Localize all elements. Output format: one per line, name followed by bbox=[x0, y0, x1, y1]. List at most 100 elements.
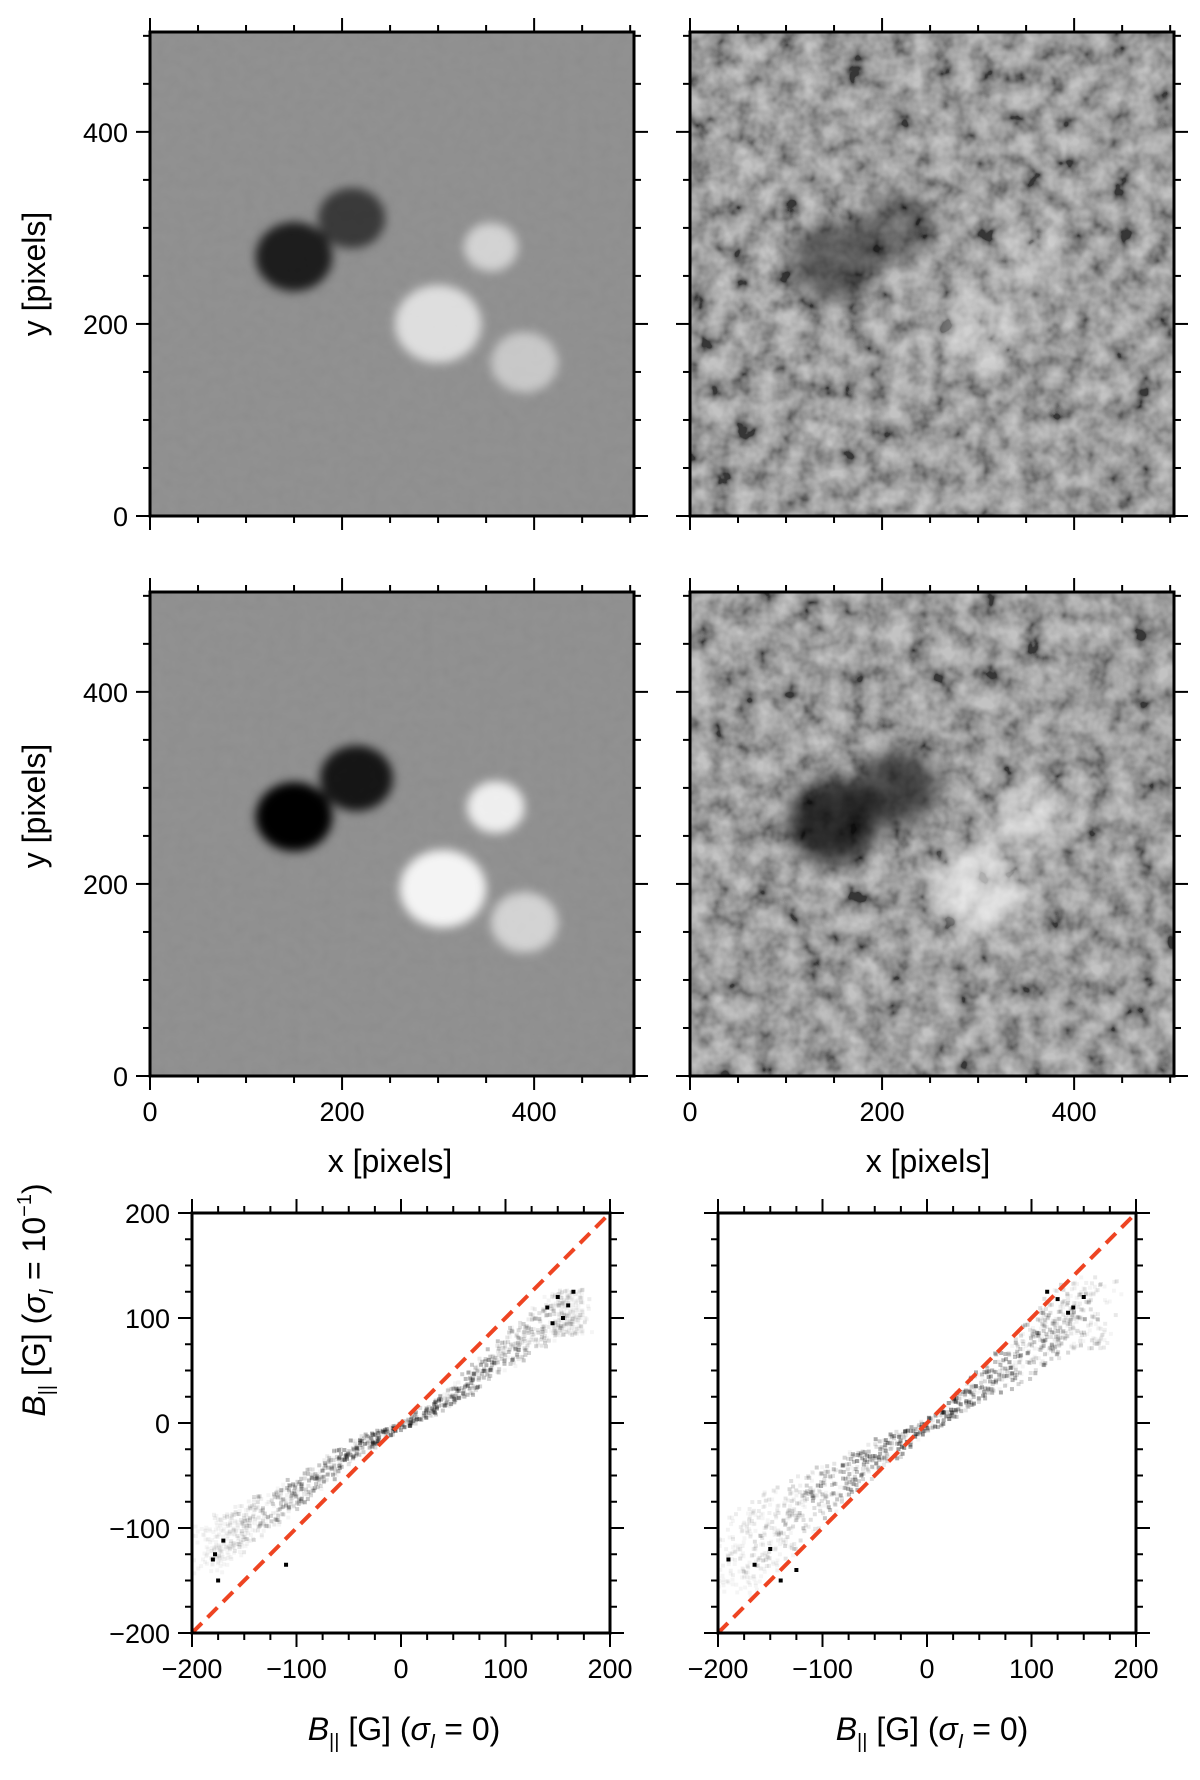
histogram-bin bbox=[216, 1553, 221, 1558]
histogram-bin bbox=[1032, 1329, 1037, 1334]
histogram-bin bbox=[840, 1476, 845, 1481]
histogram-bin bbox=[370, 1444, 375, 1449]
histogram-bin bbox=[1047, 1303, 1052, 1308]
histogram-bin bbox=[209, 1549, 214, 1554]
histogram-bin bbox=[575, 1331, 580, 1336]
histogram-bin bbox=[561, 1332, 566, 1337]
histogram-bin bbox=[888, 1432, 893, 1437]
histogram-bin bbox=[233, 1520, 238, 1525]
histogram-bin bbox=[1059, 1330, 1064, 1335]
histogram-bin bbox=[377, 1437, 382, 1442]
histogram-bin bbox=[245, 1541, 250, 1546]
histogram-bin bbox=[233, 1504, 238, 1509]
histogram-bin bbox=[552, 1326, 557, 1331]
histogram-bin bbox=[565, 1313, 570, 1318]
histogram-bin bbox=[325, 1454, 330, 1459]
histogram-bin bbox=[492, 1361, 497, 1366]
histogram-bin bbox=[1057, 1335, 1062, 1340]
histogram-bin bbox=[1013, 1367, 1018, 1372]
histogram-bin bbox=[1021, 1347, 1026, 1352]
histogram-bin bbox=[809, 1478, 814, 1483]
histogram-bin bbox=[219, 1521, 224, 1526]
histogram-bin bbox=[1021, 1324, 1026, 1329]
histogram-bin bbox=[853, 1467, 858, 1472]
y-tick-label: 400 bbox=[83, 678, 128, 708]
histogram-bin bbox=[301, 1489, 306, 1494]
histogram-bin bbox=[424, 1415, 429, 1420]
histogram-bin bbox=[1040, 1345, 1045, 1350]
identity-reference-line bbox=[718, 1213, 1136, 1633]
histogram-bin bbox=[791, 1484, 796, 1489]
histogram-bin bbox=[1074, 1331, 1079, 1336]
histogram-bin bbox=[246, 1521, 251, 1526]
histogram-bin bbox=[767, 1549, 772, 1554]
histogram-bin bbox=[744, 1524, 749, 1529]
histogram-bin bbox=[436, 1398, 441, 1403]
histogram-bin bbox=[807, 1475, 812, 1480]
histogram-bin bbox=[274, 1510, 279, 1515]
histogram-bin bbox=[992, 1369, 997, 1374]
histogram-bin bbox=[725, 1579, 730, 1584]
histogram-bin bbox=[262, 1514, 267, 1519]
histogram-bin bbox=[817, 1488, 822, 1493]
histogram-bin bbox=[785, 1516, 790, 1521]
histogram-bin bbox=[221, 1562, 226, 1567]
y-axis-label: B|| [G] (σI = 10−1) bbox=[14, 1183, 58, 1416]
histogram-bin bbox=[558, 1323, 563, 1328]
histogram-bin bbox=[1030, 1325, 1035, 1330]
histogram-bin bbox=[203, 1560, 208, 1565]
histogram-bin bbox=[419, 1416, 424, 1421]
histogram-bin bbox=[517, 1345, 522, 1350]
histogram-bin bbox=[1050, 1346, 1055, 1351]
histogram-bin bbox=[275, 1492, 280, 1497]
histogram-bin bbox=[1071, 1316, 1076, 1321]
histogram-bin bbox=[357, 1452, 362, 1457]
histogram-bin bbox=[462, 1394, 467, 1399]
histogram-bin bbox=[332, 1471, 337, 1476]
histogram-bin bbox=[571, 1330, 576, 1335]
histogram-bin bbox=[574, 1302, 579, 1307]
histogram-bin bbox=[551, 1308, 556, 1313]
histogram-bin bbox=[1088, 1291, 1093, 1296]
histogram-bin bbox=[291, 1503, 296, 1508]
histogram-bin bbox=[894, 1429, 899, 1434]
histogram-bin bbox=[569, 1297, 574, 1302]
histogram-bin bbox=[752, 1521, 757, 1526]
histogram-bin bbox=[235, 1519, 240, 1524]
histogram-bin bbox=[759, 1512, 764, 1517]
histogram-bin bbox=[1070, 1314, 1075, 1319]
histogram-bin bbox=[897, 1434, 902, 1439]
histogram-bin bbox=[789, 1490, 794, 1495]
histogram-bin bbox=[748, 1534, 753, 1539]
histogram-bin bbox=[573, 1331, 578, 1336]
histogram-bin bbox=[455, 1388, 460, 1393]
histogram-bin bbox=[237, 1545, 242, 1550]
histogram-bin bbox=[229, 1520, 234, 1525]
dense-bin bbox=[566, 1303, 571, 1308]
histogram-bin bbox=[1019, 1372, 1024, 1377]
histogram-bin bbox=[1019, 1379, 1024, 1384]
histogram-bin bbox=[452, 1385, 457, 1390]
histogram-bin bbox=[552, 1295, 557, 1300]
histogram-bin bbox=[979, 1380, 984, 1385]
histogram-bin bbox=[524, 1347, 529, 1352]
histogram-bin bbox=[202, 1533, 207, 1538]
histogram-bin bbox=[861, 1459, 866, 1464]
histogram-bin bbox=[967, 1388, 972, 1393]
histogram-bin bbox=[556, 1324, 561, 1329]
histogram-bin bbox=[945, 1410, 950, 1415]
histogram-bin bbox=[798, 1538, 803, 1543]
histogram-bin bbox=[521, 1358, 526, 1363]
histogram-bin bbox=[567, 1310, 572, 1315]
histogram-bin bbox=[214, 1534, 219, 1539]
histogram-bin bbox=[553, 1301, 558, 1306]
histogram-bin bbox=[537, 1311, 542, 1316]
histogram-bin bbox=[759, 1574, 764, 1579]
histogram-bin bbox=[559, 1295, 564, 1300]
histogram-bin bbox=[442, 1392, 447, 1397]
histogram-bin bbox=[200, 1557, 205, 1562]
histogram-bin bbox=[1038, 1319, 1043, 1324]
histogram-bin bbox=[1047, 1330, 1052, 1335]
histogram-bin bbox=[747, 1590, 752, 1595]
histogram-bin bbox=[1028, 1327, 1033, 1332]
